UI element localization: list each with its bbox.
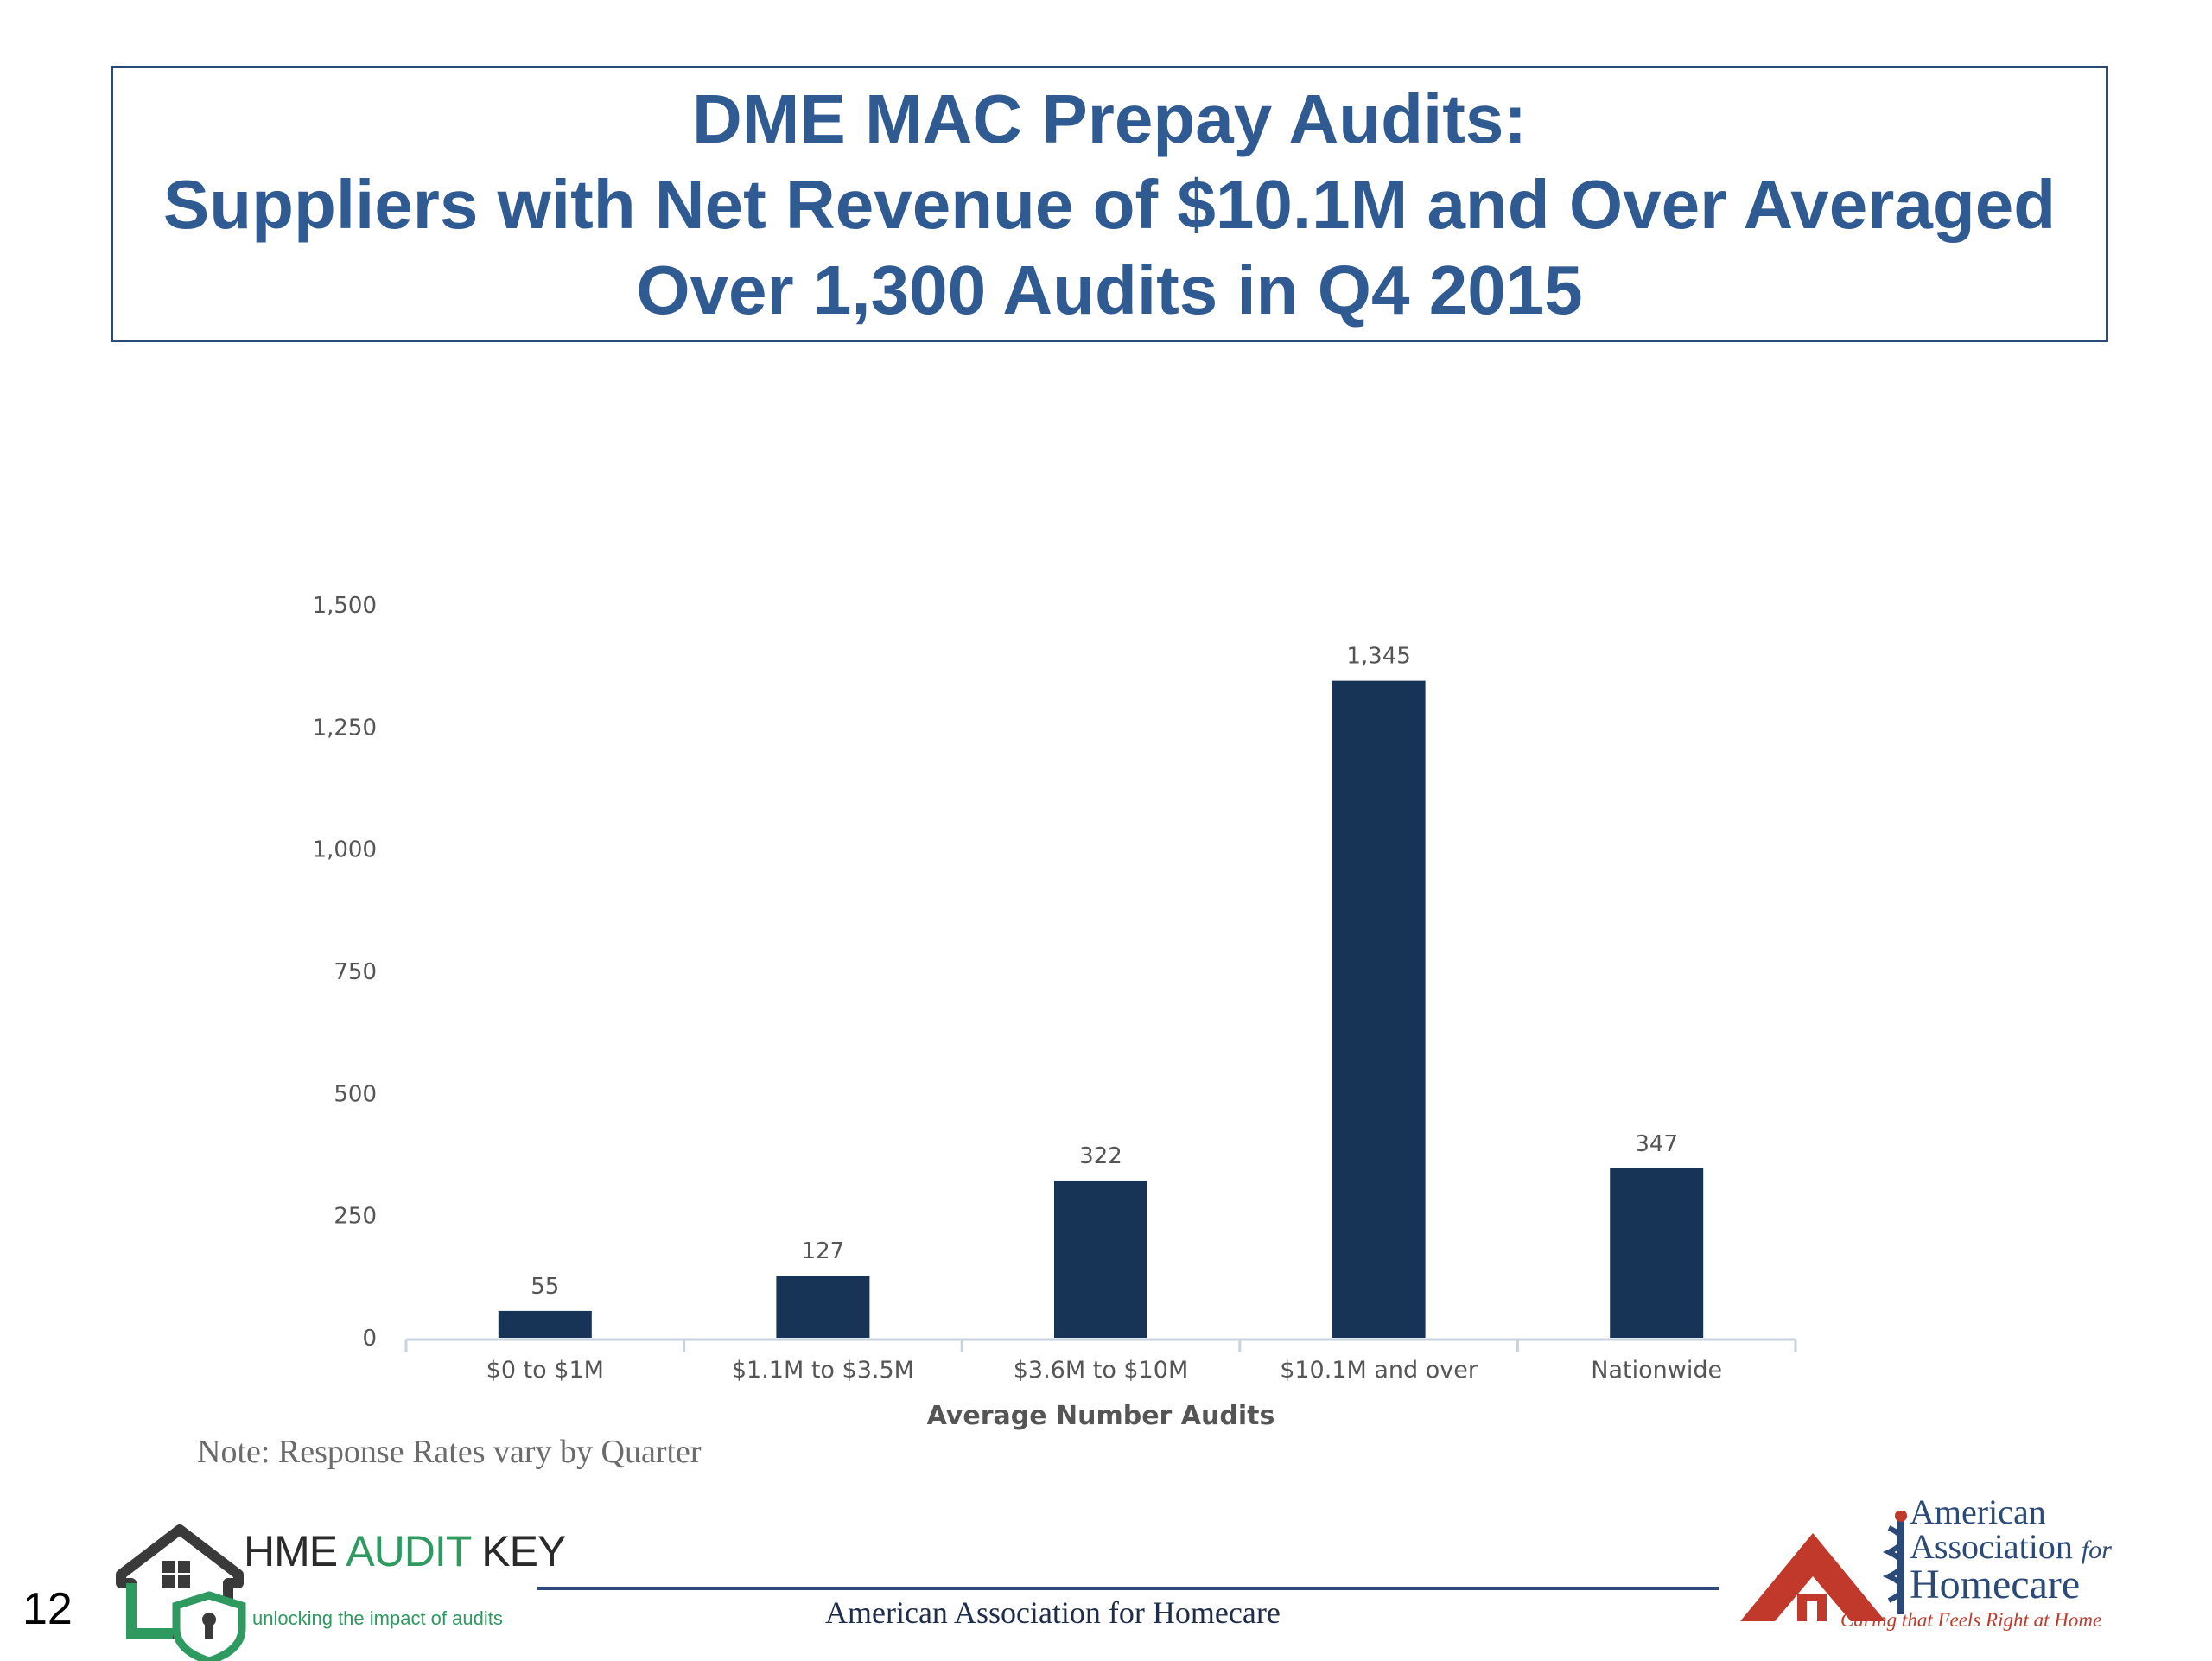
- y-tick-label: 1,000: [313, 837, 377, 863]
- y-tick-label: 250: [334, 1204, 377, 1230]
- footer-divider: [537, 1587, 1719, 1590]
- hme-audit-key-logo: HME AUDIT KEY unlocking the impact of au…: [112, 1523, 566, 1661]
- x-category-label: $10.1M and over: [1280, 1357, 1478, 1384]
- house-lock-icon: [116, 1524, 246, 1661]
- bar: [776, 1276, 870, 1338]
- bar-chart: 0 250 500 750 1,000 1,250 1,500 55 $0 to $1M 127 $…: [313, 593, 1797, 1431]
- y-tick-label: 500: [334, 1081, 377, 1107]
- aahomecare-logo: American Association for Homecare Caring…: [1737, 1495, 2134, 1642]
- y-tick-label: 1,500: [313, 593, 377, 619]
- bar: [498, 1310, 592, 1338]
- aahomecare-slogan: Caring that Feels Right at Home: [1840, 1609, 2102, 1631]
- y-tick-label: 1,250: [313, 715, 377, 741]
- bar-value-label: 1,345: [1346, 644, 1410, 670]
- x-category-label: $0 to $1M: [486, 1357, 604, 1384]
- bar-value-label: 322: [1079, 1143, 1122, 1169]
- x-category-label: $1.1M to $3.5M: [732, 1357, 914, 1384]
- title-line-3: Over 1,300 Audits in Q4 2015: [636, 251, 1583, 328]
- response-note: Note: Response Rates vary by Quarter: [197, 1434, 702, 1470]
- hme-tagline: unlocking the impact of audits: [252, 1607, 503, 1629]
- y-tick-label: 750: [334, 959, 377, 985]
- title-line-2: Suppliers with Net Revenue of $10.1M and…: [162, 165, 2056, 243]
- page-number: 12: [22, 1584, 73, 1634]
- title-box: DME MAC Prepay Audits: Suppliers with Ne…: [111, 66, 2108, 342]
- x-axis-title: Average Number Audits: [927, 1401, 1275, 1431]
- x-category-label: Nationwide: [1591, 1357, 1722, 1384]
- bar: [1332, 680, 1426, 1338]
- bar: [1610, 1168, 1704, 1338]
- bar-value-label: 347: [1635, 1131, 1678, 1157]
- bar-value-label: 127: [802, 1238, 845, 1264]
- y-tick-label: 0: [362, 1326, 377, 1352]
- bar: [1054, 1180, 1147, 1338]
- x-category-label: $3.6M to $10M: [1014, 1357, 1189, 1384]
- org-line-1: American: [1910, 1492, 2046, 1531]
- footer-text: American Association for Homecare: [825, 1595, 1281, 1630]
- title-line-1: DME MAC Prepay Audits:: [691, 80, 1527, 157]
- org-line-3: Homecare: [1910, 1562, 2081, 1607]
- bar-value-label: 55: [531, 1274, 559, 1300]
- hme-audit-key-wordmark: HME AUDIT KEY: [244, 1527, 566, 1575]
- house-caduceus-icon: [1740, 1511, 1907, 1621]
- aahomecare-wordmark: American Association for Homecare: [1910, 1492, 2112, 1607]
- org-line-2: Association for: [1910, 1527, 2112, 1566]
